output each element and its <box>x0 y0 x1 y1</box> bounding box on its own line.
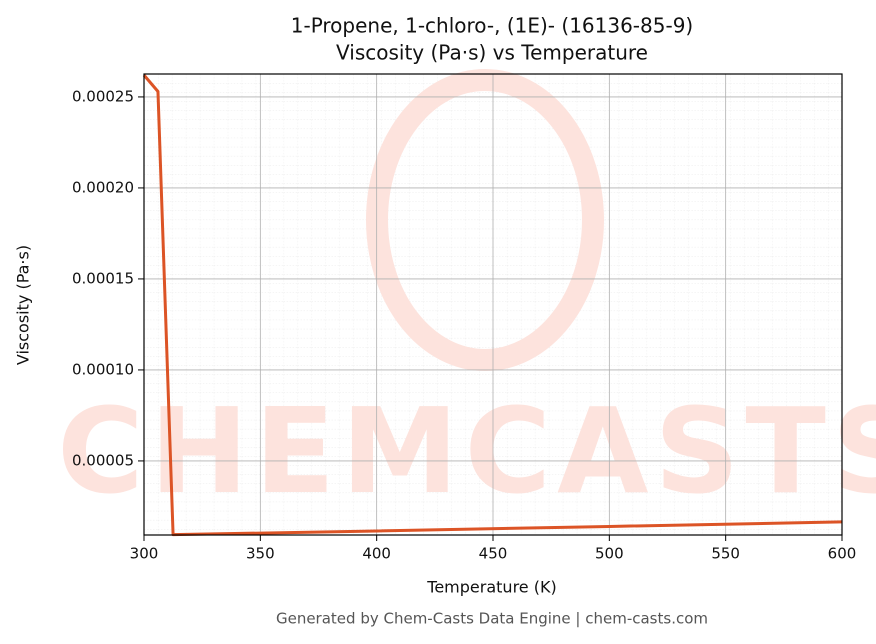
y-tick-label: 0.00025 <box>72 87 134 105</box>
y-axis-label: Viscosity (Pa·s) <box>14 245 33 365</box>
x-tick-label: 500 <box>595 545 624 563</box>
plot-frame <box>143 73 843 536</box>
x-tick-label: 300 <box>130 545 159 563</box>
chart-title: 1-Propene, 1-chloro-, (1E)- (16136-85-9) <box>291 14 693 38</box>
chart-subtitle: Viscosity (Pa·s) vs Temperature <box>336 41 648 65</box>
data-line <box>142 74 843 537</box>
x-tick-label: 400 <box>362 545 391 563</box>
y-tick-label: 0.00005 <box>72 451 134 469</box>
x-tick-label: 450 <box>479 545 508 563</box>
y-tick-label: 0.00015 <box>72 269 134 287</box>
x-tick-label: 600 <box>828 545 857 563</box>
x-tick-label: 350 <box>246 545 275 563</box>
x-tick-label: 550 <box>711 545 740 563</box>
y-tick-label: 0.00020 <box>72 178 134 196</box>
y-tick-label: 0.00010 <box>72 360 134 378</box>
footer: Generated by Chem-Casts Data Engine | ch… <box>276 610 708 628</box>
x-axis-label: Temperature (K) <box>426 578 556 597</box>
watermark: CHEMCASTS <box>57 382 876 520</box>
